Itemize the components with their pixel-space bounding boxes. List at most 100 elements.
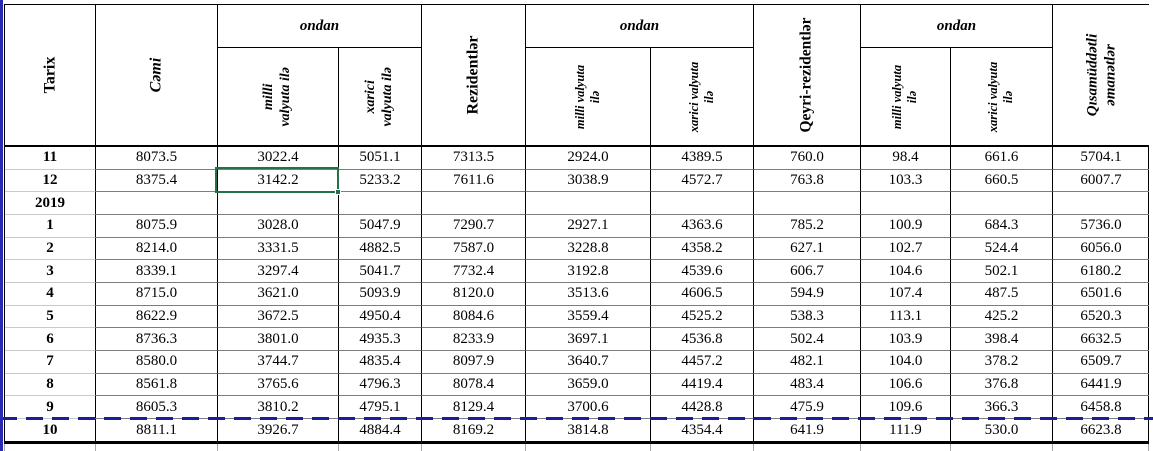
cell-r12-c1[interactable]: 8375.4 bbox=[96, 169, 218, 193]
cell-r4-c8[interactable]: 107.4 bbox=[861, 283, 951, 306]
row-label-6[interactable]: 6 bbox=[5, 328, 96, 352]
row-label-4[interactable]: 4 bbox=[5, 283, 96, 306]
cell-r2019-c4[interactable] bbox=[422, 192, 526, 216]
cell-r11-c3[interactable]: 5051.1 bbox=[339, 147, 422, 170]
row-label-5[interactable]: 5 bbox=[5, 305, 96, 329]
cell-r5-c4[interactable]: 8084.6 bbox=[422, 305, 526, 329]
cell-r10-c3[interactable]: 4884.4 bbox=[339, 419, 422, 442]
cell-r6-c10[interactable]: 6632.5 bbox=[1053, 328, 1149, 352]
cell-r8-c8[interactable]: 106.6 bbox=[861, 373, 951, 397]
cell-r1-c4[interactable]: 7290.7 bbox=[422, 215, 526, 238]
header-milli-1[interactable]: milli valyuta ilə bbox=[218, 48, 339, 147]
header-cemi[interactable]: Cəmi bbox=[96, 5, 218, 147]
cell-r12-c10[interactable]: 6007.7 bbox=[1053, 170, 1149, 193]
cell-r6-c3[interactable]: 4935.3 bbox=[339, 328, 422, 352]
cell-r5-c9[interactable]: 425.2 bbox=[951, 305, 1053, 329]
cell-r1-c9[interactable]: 684.3 bbox=[951, 215, 1053, 238]
cell-r9-c3[interactable]: 4795.1 bbox=[339, 396, 422, 420]
cell-r8-c5[interactable]: 3659.0 bbox=[526, 373, 651, 397]
cell-r6-c8[interactable]: 103.9 bbox=[861, 328, 951, 352]
cell-r12-c6[interactable]: 4572.7 bbox=[651, 169, 754, 193]
cell-r8-c4[interactable]: 8078.4 bbox=[422, 373, 526, 397]
cell-r11-c8[interactable]: 98.4 bbox=[861, 147, 951, 170]
cell-r1-c5[interactable]: 2927.1 bbox=[526, 215, 651, 238]
cell-r1-c2[interactable]: 3028.0 bbox=[218, 215, 339, 238]
header-tarix[interactable]: Tarix bbox=[5, 5, 96, 147]
cell-r6-c2[interactable]: 3801.0 bbox=[218, 328, 339, 352]
row-label-9[interactable]: 9 bbox=[5, 396, 96, 420]
cell-r2-c6[interactable]: 4358.2 bbox=[651, 237, 754, 261]
cell-r12-c9[interactable]: 660.5 bbox=[951, 169, 1053, 193]
header-xarici-1[interactable]: xarici valyuta ilə bbox=[339, 48, 422, 147]
cell-r9-c1[interactable]: 8605.3 bbox=[96, 396, 218, 420]
cell-r7-c1[interactable]: 8580.0 bbox=[96, 351, 218, 374]
cell-r9-c9[interactable]: 366.3 bbox=[951, 396, 1053, 420]
cell-r6-c9[interactable]: 398.4 bbox=[951, 328, 1053, 352]
cell-r2019-c2[interactable] bbox=[218, 192, 339, 216]
cell-r8-c9[interactable]: 376.8 bbox=[951, 373, 1053, 397]
cell-r3-c5[interactable]: 3192.8 bbox=[526, 260, 651, 284]
cell-r6-c5[interactable]: 3697.1 bbox=[526, 328, 651, 352]
cell-r5-c7[interactable]: 538.3 bbox=[754, 305, 861, 329]
header-ondan-3[interactable]: ondan bbox=[861, 5, 1053, 48]
cell-r4-c10[interactable]: 6501.6 bbox=[1053, 283, 1149, 306]
row-label-11[interactable]: 11 bbox=[5, 147, 96, 170]
cell-r1-c3[interactable]: 5047.9 bbox=[339, 215, 422, 238]
cell-r1-c1[interactable]: 8075.9 bbox=[96, 215, 218, 238]
cell-r11-c5[interactable]: 2924.0 bbox=[526, 147, 651, 170]
cell-r10-c8[interactable]: 111.9 bbox=[861, 419, 951, 442]
cell-r9-c7[interactable]: 475.9 bbox=[754, 396, 861, 420]
cell-r2-c7[interactable]: 627.1 bbox=[754, 237, 861, 261]
cell-r2019-c3[interactable] bbox=[339, 192, 422, 216]
cell-r2-c5[interactable]: 3228.8 bbox=[526, 237, 651, 261]
cell-r3-c6[interactable]: 4539.6 bbox=[651, 260, 754, 284]
cell-r12-c8[interactable]: 103.3 bbox=[861, 169, 951, 193]
cell-r11-c6[interactable]: 4389.5 bbox=[651, 147, 754, 170]
header-milli-2[interactable]: milli valyuta ilə bbox=[526, 48, 651, 147]
cell-r10-c4[interactable]: 8169.2 bbox=[422, 419, 526, 442]
cell-r10-c7[interactable]: 641.9 bbox=[754, 419, 861, 442]
cell-r3-c4[interactable]: 7732.4 bbox=[422, 260, 526, 284]
cell-r6-c7[interactable]: 502.4 bbox=[754, 328, 861, 352]
cell-r5-c2[interactable]: 3672.5 bbox=[218, 305, 339, 329]
cell-r6-c1[interactable]: 8736.3 bbox=[96, 328, 218, 352]
cell-r4-c5[interactable]: 3513.6 bbox=[526, 283, 651, 306]
row-label-12[interactable]: 12 bbox=[5, 169, 96, 193]
cell-r2-c3[interactable]: 4882.5 bbox=[339, 237, 422, 261]
cell-r2019-c9[interactable] bbox=[951, 192, 1053, 216]
cell-r8-c1[interactable]: 8561.8 bbox=[96, 373, 218, 397]
cell-r11-c2[interactable]: 3022.4 bbox=[218, 147, 339, 170]
cell-r8-c3[interactable]: 4796.3 bbox=[339, 373, 422, 397]
cell-r10-c6[interactable]: 4354.4 bbox=[651, 419, 754, 442]
cell-r9-c10[interactable]: 6458.8 bbox=[1053, 396, 1149, 420]
cell-r3-c2[interactable]: 3297.4 bbox=[218, 260, 339, 284]
cell-r2-c4[interactable]: 7587.0 bbox=[422, 237, 526, 261]
row-label-8[interactable]: 8 bbox=[5, 373, 96, 397]
cell-r10-c9[interactable]: 530.0 bbox=[951, 419, 1053, 442]
cell-r2-c8[interactable]: 102.7 bbox=[861, 237, 951, 261]
cell-r2019-c7[interactable] bbox=[754, 192, 861, 216]
cell-r11-c9[interactable]: 661.6 bbox=[951, 147, 1053, 170]
cell-r7-c9[interactable]: 378.2 bbox=[951, 351, 1053, 374]
cell-r9-c4[interactable]: 8129.4 bbox=[422, 396, 526, 420]
cell-r4-c6[interactable]: 4606.5 bbox=[651, 283, 754, 306]
row-label-10[interactable]: 10 bbox=[5, 419, 96, 442]
cell-r10-c10[interactable]: 6623.8 bbox=[1080, 421, 1122, 438]
cell-r10-c2[interactable]: 3926.7 bbox=[218, 419, 339, 442]
cell-r12-c4[interactable]: 7611.6 bbox=[422, 169, 526, 193]
cell-r4-c1[interactable]: 8715.0 bbox=[96, 283, 218, 306]
cell-r12-c7[interactable]: 763.8 bbox=[754, 169, 861, 193]
cell-r2019-c8[interactable] bbox=[861, 192, 951, 216]
cell-r7-c2[interactable]: 3744.7 bbox=[218, 351, 339, 374]
selected-cell-outline[interactable] bbox=[215, 167, 341, 195]
cell-r3-c9[interactable]: 502.1 bbox=[951, 260, 1053, 284]
cell-r7-c3[interactable]: 4835.4 bbox=[339, 351, 422, 374]
cell-r8-c7[interactable]: 483.4 bbox=[754, 373, 861, 397]
cell-r8-c10[interactable]: 6441.9 bbox=[1053, 374, 1149, 397]
cell-r2-c2[interactable]: 3331.5 bbox=[218, 237, 339, 261]
cell-r4-c2[interactable]: 3621.0 bbox=[218, 283, 339, 306]
cell-r5-c3[interactable]: 4950.4 bbox=[339, 305, 422, 329]
row-label-2019[interactable]: 2019 bbox=[5, 192, 96, 216]
cell-r3-c1[interactable]: 8339.1 bbox=[96, 260, 218, 284]
cell-r10-c5[interactable]: 3814.8 bbox=[526, 419, 651, 442]
